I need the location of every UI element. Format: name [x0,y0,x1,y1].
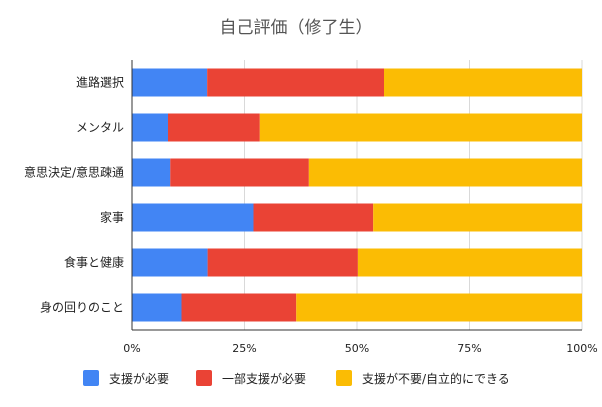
bar-segment [253,203,374,232]
bar-segment [132,203,254,232]
bar-segment [181,293,297,322]
bar-segment [207,68,384,97]
grid-lines [244,60,583,330]
bar-segment [259,113,582,142]
bar-segment [132,293,182,322]
legend-swatch [336,370,352,386]
category-label: 食事と健康 [64,255,124,270]
bar-segment [384,68,582,97]
legend-swatch [196,370,212,386]
bar-segment [296,293,582,322]
category-label: 意思決定/意思疎通 [24,165,124,180]
bar-segment [132,158,171,187]
chart-title: 自己評価（修了生） [220,18,373,38]
legend-label: 支援が不要/自立的にできる [362,371,510,386]
x-tick-label: 100% [566,342,597,355]
bar-segment [168,113,260,142]
axes: 0% 25% 50% 75% 100% 進路選択メンタル意思決定/意思疎通家事食事と健康身… [24,60,598,355]
legend-swatch [83,370,99,386]
legend: 支援が必要 一部支援が必要 支援が不要/自立的にできる [83,370,510,386]
x-tick-label: 25% [232,342,256,355]
bars [132,68,582,322]
category-label: メンタル [76,121,124,135]
bar-segment [132,248,208,277]
bar-segment [207,248,358,277]
bar-segment [132,113,168,142]
bar-segment [373,203,582,232]
legend-label: 支援が必要 [109,371,169,386]
x-tick-label: 0% [123,342,140,355]
category-label: 家事 [100,210,124,225]
bar-segment [170,158,309,187]
x-tick-label: 75% [457,342,481,355]
bar-segment [357,248,582,277]
bar-segment [308,158,582,187]
x-tick-label: 50% [345,342,369,355]
category-label: 身の回りのこと [40,300,124,315]
bar-segment [132,68,208,97]
category-label: 進路選択 [76,75,124,90]
legend-label: 一部支援が必要 [222,371,306,386]
